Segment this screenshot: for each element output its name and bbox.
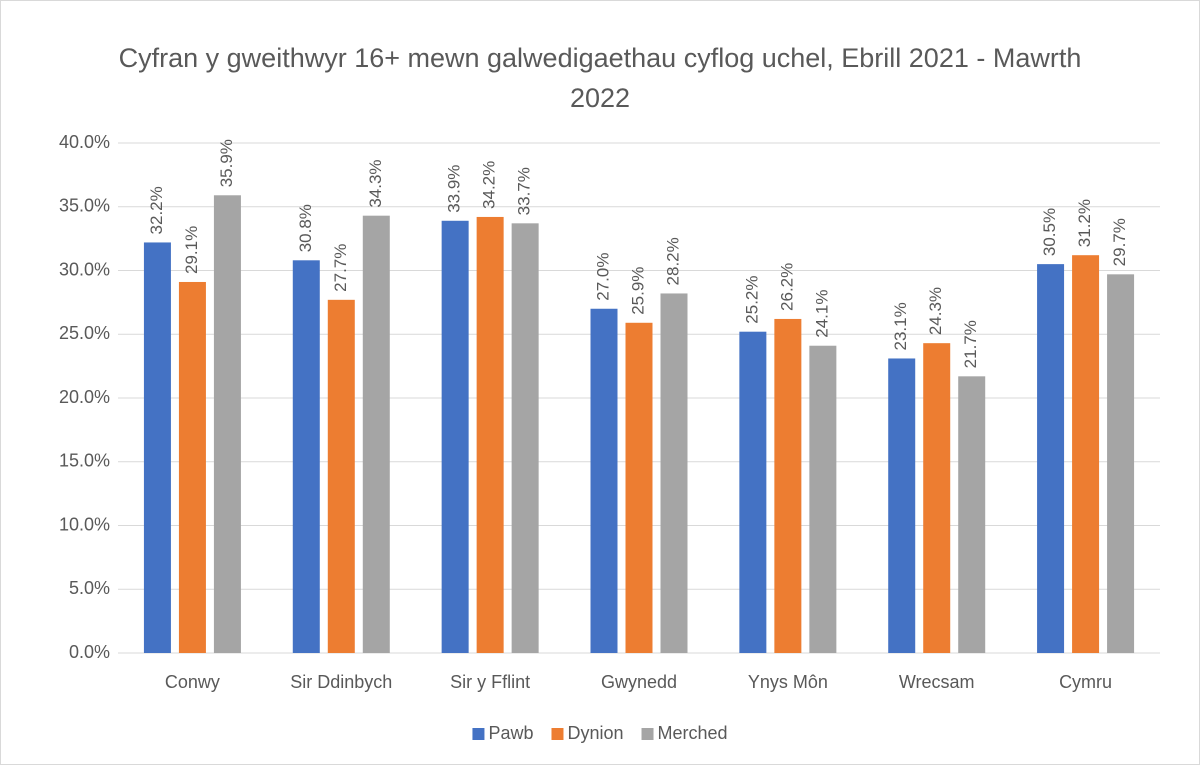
data-label: 29.7% bbox=[1110, 218, 1129, 266]
bar bbox=[809, 345, 837, 653]
bar bbox=[362, 215, 390, 654]
y-tick-label: 15.0% bbox=[59, 451, 110, 471]
y-tick-label: 0.0% bbox=[69, 642, 110, 662]
bar bbox=[625, 322, 653, 653]
y-tick-label: 30.0% bbox=[59, 259, 110, 279]
bar bbox=[888, 358, 916, 653]
legend-swatch bbox=[551, 728, 564, 740]
data-label: 25.9% bbox=[628, 267, 647, 315]
y-tick-label: 10.0% bbox=[59, 514, 110, 534]
bar bbox=[327, 299, 355, 653]
bar bbox=[958, 376, 986, 653]
data-label: 23.1% bbox=[891, 302, 910, 350]
bar bbox=[476, 216, 504, 653]
x-tick-label: Conwy bbox=[165, 672, 220, 692]
bar bbox=[923, 343, 951, 653]
data-label: 32.2% bbox=[147, 186, 166, 234]
data-label: 25.2% bbox=[742, 275, 761, 323]
bar bbox=[213, 195, 241, 653]
y-tick-label: 5.0% bbox=[69, 578, 110, 598]
bar bbox=[1037, 264, 1065, 653]
chart-title: Cyfran y gweithwyr 16+ mewn galwedigaeth… bbox=[118, 43, 1082, 113]
bar bbox=[441, 220, 469, 653]
bar bbox=[774, 318, 802, 653]
x-tick-label: Sir Ddinbych bbox=[290, 672, 392, 692]
bar bbox=[511, 223, 539, 653]
x-tick-label: Cymru bbox=[1059, 672, 1112, 692]
data-label: 34.2% bbox=[480, 161, 499, 209]
bar bbox=[178, 281, 206, 653]
data-label: 24.1% bbox=[812, 290, 831, 338]
x-tick-label: Sir y Fflint bbox=[450, 672, 530, 692]
y-tick-label: 25.0% bbox=[59, 323, 110, 343]
data-label: 31.2% bbox=[1075, 199, 1094, 247]
legend-label: Pawb bbox=[488, 723, 533, 743]
y-tick-label: 20.0% bbox=[59, 387, 110, 407]
data-label: 27.0% bbox=[593, 253, 612, 301]
bar bbox=[739, 331, 767, 653]
data-label: 21.7% bbox=[961, 320, 980, 368]
data-label: 33.9% bbox=[445, 165, 464, 213]
legend-swatch bbox=[472, 728, 485, 740]
data-label: 30.8% bbox=[296, 204, 315, 252]
bar bbox=[660, 293, 688, 653]
bar bbox=[590, 308, 618, 653]
data-label: 27.7% bbox=[331, 244, 350, 292]
x-tick-label: Gwynedd bbox=[601, 672, 677, 692]
x-tick-label: Ynys Môn bbox=[748, 672, 828, 692]
data-label: 24.3% bbox=[926, 287, 945, 335]
x-tick-label: Wrecsam bbox=[899, 672, 975, 692]
data-label: 29.1% bbox=[182, 226, 201, 274]
y-tick-label: 35.0% bbox=[59, 196, 110, 216]
bar bbox=[292, 260, 320, 653]
bar bbox=[1107, 274, 1135, 653]
bar bbox=[1072, 255, 1100, 653]
data-label: 30.5% bbox=[1040, 208, 1059, 256]
legend-label: Merched bbox=[658, 723, 728, 743]
data-label: 33.7% bbox=[515, 167, 534, 215]
legend-label: Dynion bbox=[567, 723, 623, 743]
y-tick-label: 40.0% bbox=[59, 132, 110, 152]
bar bbox=[143, 242, 171, 653]
data-label: 34.3% bbox=[366, 159, 385, 207]
data-label: 35.9% bbox=[217, 139, 236, 187]
data-label: 28.2% bbox=[663, 237, 682, 285]
data-label: 26.2% bbox=[777, 263, 796, 311]
legend-swatch bbox=[641, 728, 654, 740]
